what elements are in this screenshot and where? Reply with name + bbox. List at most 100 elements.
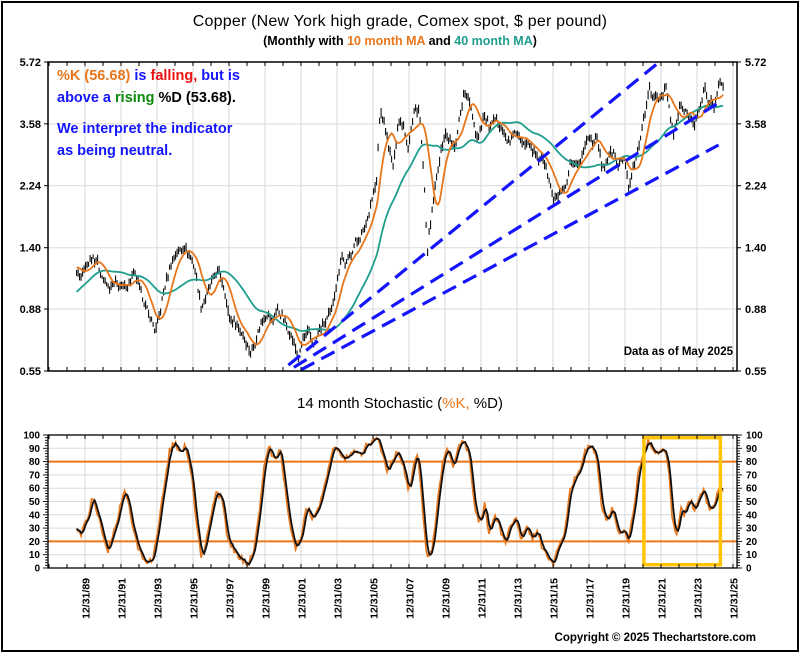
annotation-paragraph-gap <box>57 109 240 119</box>
text-segment: (Monthly with <box>263 34 348 48</box>
text-segment: %D) <box>469 395 503 412</box>
stoch-axis-label-left: 70 <box>29 470 41 481</box>
stoch-axis-label-left: 30 <box>29 524 41 535</box>
text-segment: 40 month MA <box>454 34 533 48</box>
ma40-line <box>75 104 724 332</box>
text-segment: 10 month MA <box>347 34 426 48</box>
stoch-axis-label-right: 80 <box>746 457 758 468</box>
date-axis-label: 12/31/17 <box>585 578 597 619</box>
annotation-line-2: above a rising %D (53.68). <box>57 88 240 110</box>
price-axis-label-right: 5.72 <box>745 57 766 69</box>
text-segment: falling, <box>150 68 198 84</box>
copyright-text: Copyright © 2025 Thechartstore.com <box>554 632 756 644</box>
price-axis-label-right: 3.58 <box>745 119 766 131</box>
trendline <box>287 60 661 367</box>
date-axis-label: 12/31/23 <box>693 578 705 619</box>
text-segment: as being neutral. <box>57 142 173 159</box>
text-segment: We interpret the indicator <box>57 121 233 137</box>
price-axis-label-right: 0.55 <box>745 366 766 378</box>
stoch-d-group <box>75 437 724 566</box>
price-axis-label-left: 5.72 <box>20 57 41 69</box>
price-axis-label-right: 1.40 <box>745 243 766 255</box>
text-segment: but is <box>197 68 240 84</box>
date-axis-label: 12/31/03 <box>333 578 345 619</box>
date-axis-label: 12/31/97 <box>225 578 237 619</box>
stoch-axis-label-left: 90 <box>29 444 41 455</box>
date-axis-label: 12/31/11 <box>477 578 489 618</box>
date-axis-label: 12/31/99 <box>261 578 273 619</box>
text-segment: and <box>425 34 455 48</box>
stochastic-annotation: %K (56.68) is falling, but is above a ri… <box>57 66 240 162</box>
stoch-axis-label-right: 40 <box>746 510 758 521</box>
annotation-line-1: %K (56.68) is falling, but is <box>57 66 240 88</box>
stoch-axis-label-right: 50 <box>746 497 758 508</box>
price-axis-label-left: 1.40 <box>20 243 41 255</box>
text-segment: %K, <box>442 395 470 412</box>
price-axis-label-right: 0.88 <box>745 304 766 316</box>
annotation-line-4: as being neutral. <box>57 141 240 163</box>
price-axis-label-right: 2.24 <box>745 181 767 193</box>
price-axis-label-left: 2.24 <box>20 181 42 193</box>
stoch-axis-label-left: 40 <box>29 510 41 521</box>
price-axis-label-left: 0.88 <box>20 304 41 316</box>
text-segment: %K (56.68) <box>57 68 131 84</box>
frames-and-ticks <box>43 61 742 569</box>
date-axis-label: 12/31/13 <box>513 578 525 619</box>
date-axis-label: 12/31/21 <box>657 578 669 619</box>
date-axis-label: 12/31/19 <box>621 578 633 619</box>
text-segment: %D (53.68). <box>154 89 236 106</box>
stoch-axis-label-left: 80 <box>29 457 41 468</box>
chart-title: Copper (New York high grade, Comex spot,… <box>192 13 608 30</box>
date-axis-label: 12/31/01 <box>297 578 309 619</box>
trendlines <box>287 60 720 372</box>
stoch-axis-label-left: 50 <box>29 497 41 508</box>
ma40-group <box>75 104 724 332</box>
ma10-group <box>76 93 724 346</box>
stochastic-title: 14 month Stochastic (%K, %D) <box>0 395 800 412</box>
d-line <box>75 437 724 566</box>
annotation-line-3: We interpret the indicator <box>57 119 240 141</box>
gridlines <box>48 62 737 568</box>
stoch-k-group <box>75 436 724 568</box>
date-axis-label: 12/31/15 <box>549 578 561 619</box>
price-axis-label-left: 0.55 <box>20 366 41 378</box>
stoch-axis-label-right: 10 <box>746 550 758 561</box>
date-axis-label: 12/31/93 <box>153 578 165 619</box>
stoch-axis-label-right: 100 <box>746 431 763 442</box>
stoch-axis-label-right: 90 <box>746 444 758 455</box>
k-line <box>75 436 724 568</box>
price-bars <box>76 77 724 362</box>
date-axis-label: 12/31/05 <box>369 578 381 619</box>
stoch-axis-label-right: 70 <box>746 470 758 481</box>
stoch-axis-label-right: 20 <box>746 537 758 548</box>
axis-labels: 5.72 5.72 3.58 3.58 2.24 2.24 1.40 1.40 0.88 0.88… <box>20 57 768 619</box>
ma10-line <box>76 93 724 346</box>
text-segment: above a <box>57 89 116 106</box>
stoch-axis-label-right: 0 <box>746 564 752 575</box>
text-segment: 14 month Stochastic ( <box>297 395 443 412</box>
stoch-axis-label-left: 20 <box>29 537 41 548</box>
date-axis-label: 12/31/95 <box>189 578 201 619</box>
data-as-of-note: Data as of May 2025 <box>623 346 733 358</box>
stoch-axis-label-left: 10 <box>29 550 41 561</box>
highlight-group <box>642 435 723 567</box>
stoch-axis-label-left: 100 <box>23 431 40 442</box>
date-axis-label: 12/31/07 <box>405 578 417 619</box>
price-axis-label-left: 3.58 <box>20 119 41 131</box>
text-segment: is <box>130 68 151 84</box>
text-segment: ) <box>532 34 537 48</box>
stoch-axis-label-left: 60 <box>29 484 41 495</box>
highlight-box <box>642 435 723 567</box>
date-axis-label: 12/31/25 <box>729 578 741 619</box>
text-segment: rising <box>115 89 155 106</box>
chart-subtitle: (Monthly with 10 month MA and 40 month M… <box>0 34 800 48</box>
date-axis-label: 12/31/91 <box>117 578 129 619</box>
trendline <box>292 101 720 369</box>
date-axis-label: 12/31/89 <box>81 578 93 619</box>
stoch-axis-label-right: 60 <box>746 484 758 495</box>
trendline <box>300 143 720 372</box>
date-axis-label: 12/31/09 <box>441 578 453 619</box>
stoch-axis-label-right: 30 <box>746 524 758 535</box>
